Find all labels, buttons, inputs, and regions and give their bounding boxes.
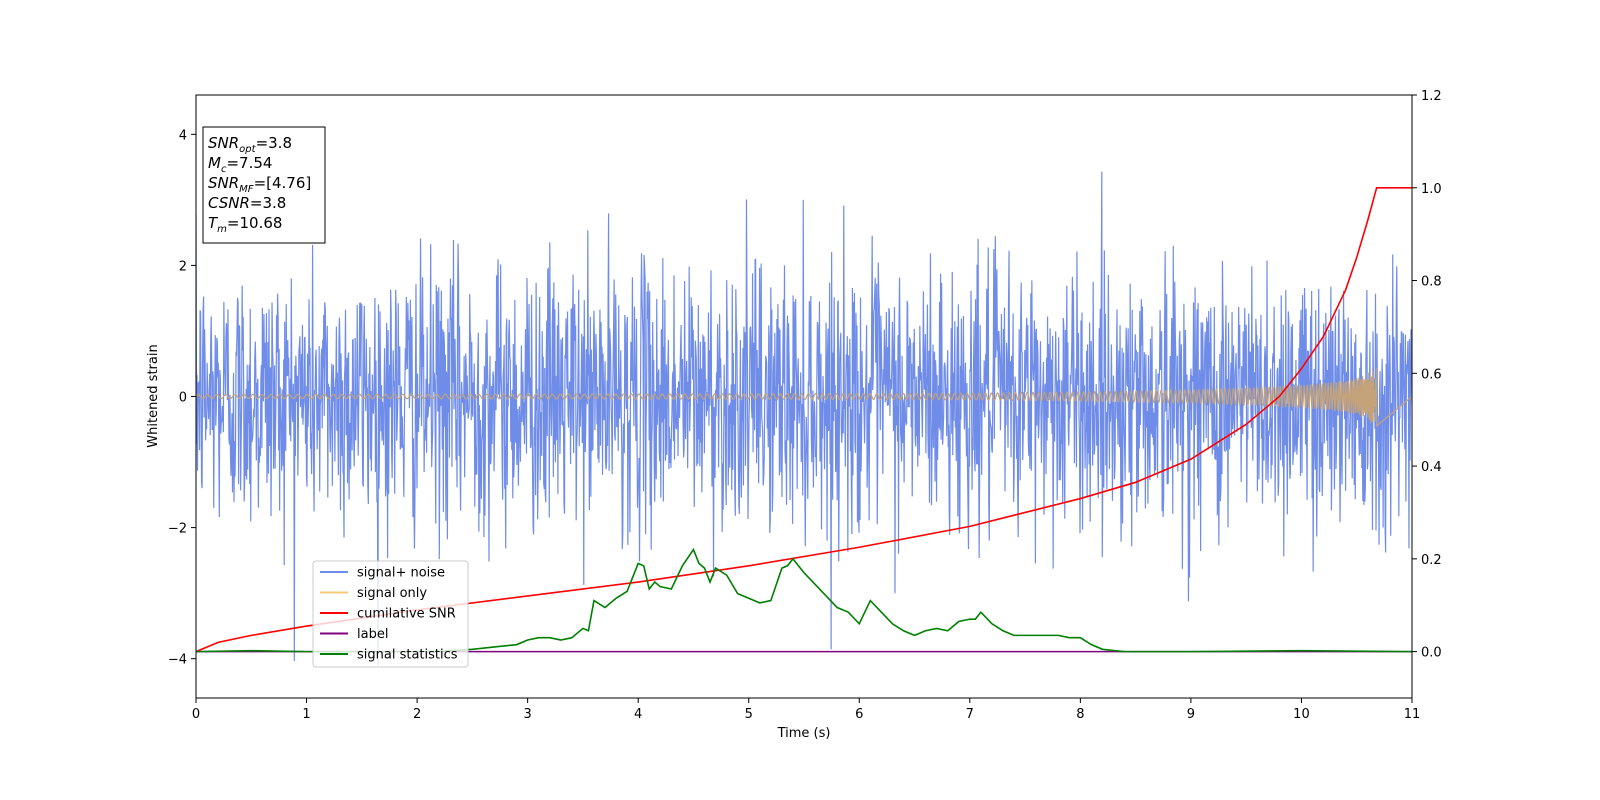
y-left-tick-label: −2 — [168, 522, 187, 537]
legend-entry-label: label — [357, 627, 388, 642]
x-tick-label: 1 — [302, 707, 310, 722]
legend-entry-label: signal only — [357, 586, 427, 601]
x-tick-label: 2 — [413, 707, 421, 722]
y-left-tick-label: −4 — [168, 653, 187, 668]
y-right-tick-label: 0.4 — [1421, 460, 1442, 475]
y-axis-left: −4 −2 0 2 4 — [168, 128, 196, 668]
x-tick-label: 0 — [192, 707, 200, 722]
y-left-tick-label: 2 — [179, 259, 187, 274]
x-tick-label: 3 — [523, 707, 531, 722]
y-left-tick-label: 0 — [179, 391, 187, 406]
annotation-frame — [202, 126, 326, 244]
y-right-tick-label: 0.2 — [1421, 553, 1442, 568]
y-right-tick-label: 0.8 — [1421, 275, 1442, 290]
x-axis-label: Time (s) — [777, 726, 831, 741]
legend: signal+ noise signal only cumilative SNR la… — [312, 560, 469, 668]
y-right-tick-label: 1.0 — [1421, 182, 1442, 197]
x-axis: 0 1 2 3 4 5 6 7 8 9 10 11 — [192, 698, 1420, 722]
x-tick-label: 8 — [1076, 707, 1084, 722]
legend-entry-label: signal statistics — [357, 648, 458, 663]
x-tick-label: 9 — [1187, 707, 1195, 722]
y-axis-right: 0.0 0.2 0.4 0.6 0.8 1.0 1.2 — [1412, 89, 1442, 661]
x-tick-label: 6 — [855, 707, 863, 722]
y-right-tick-label: 0.6 — [1421, 367, 1442, 382]
legend-entry-label: cumilative SNR — [357, 607, 456, 622]
x-tick-label: 7 — [966, 707, 974, 722]
legend-frame — [312, 560, 469, 668]
annotation-line: SNRMF=[4.76] — [208, 174, 311, 195]
y-right-tick-label: 0.0 — [1421, 646, 1442, 661]
series-signal-statistics — [196, 547, 1412, 653]
y-left-tick-label: 4 — [179, 128, 187, 143]
series-signal-noise — [196, 171, 1412, 666]
y-right-tick-label: 1.2 — [1421, 89, 1442, 104]
annotation-line: Mc=7.54 — [208, 154, 272, 175]
annotation-line: CSNR=3.8 — [208, 194, 286, 212]
x-tick-label: 10 — [1293, 707, 1310, 722]
x-tick-label: 4 — [634, 707, 642, 722]
x-tick-label: 5 — [745, 707, 753, 722]
series-signal-only — [196, 368, 1412, 428]
y-axis-label: Whitened strain — [146, 344, 161, 447]
legend-entry-label: signal+ noise — [357, 566, 445, 581]
annotation-line: Tm=10.68 — [208, 214, 282, 235]
x-tick-label: 11 — [1404, 707, 1421, 722]
annotation-line: SNRopt=3.8 — [208, 134, 292, 155]
